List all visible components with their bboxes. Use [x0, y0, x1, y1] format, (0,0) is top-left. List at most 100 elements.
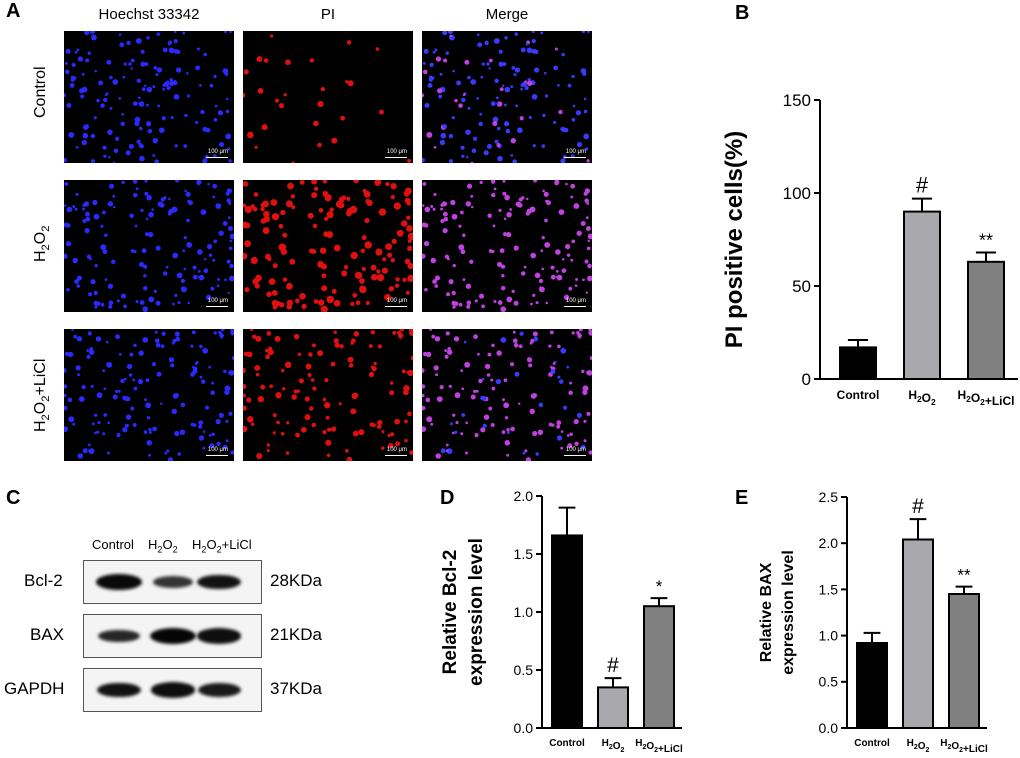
kda-label-gapdh: 37KDa — [270, 679, 322, 698]
y-tick-label: 0.5 — [514, 662, 534, 678]
bar-control — [839, 346, 877, 381]
y-tick-label: 1.5 — [514, 546, 534, 562]
micrograph-hoechst-h2o2-licl: 100 μm — [64, 329, 234, 461]
scale-bar — [564, 157, 586, 158]
scale-bar — [385, 455, 407, 456]
x-tick-label: H2O2+LiCl — [957, 388, 1014, 408]
panel-letter-c: C — [6, 487, 21, 509]
bar-control — [856, 641, 888, 730]
panel-letter-e: E — [735, 487, 749, 509]
y-tick-label: 2.0 — [819, 535, 839, 551]
chart-bax-expression: 0.0 0.5 1.0 1.5 2.0 2.5 Control # H2O2 ** H2O2+LiC… — [758, 489, 988, 755]
y-tick-label: 50 — [792, 277, 811, 296]
blot-band — [196, 628, 242, 644]
kda-label-bcl-2: 28KDa — [270, 571, 322, 590]
y-tick-label: 150 — [783, 91, 811, 110]
scale-bar — [564, 455, 586, 456]
blot-band — [196, 574, 242, 590]
bar-h2o2-licl — [643, 605, 675, 729]
y-tick-label: 1.0 — [819, 628, 839, 644]
x-tick-label: Control — [549, 738, 585, 749]
scale-bar — [206, 157, 228, 158]
scale-bar-label: 100 μm — [386, 149, 407, 155]
column-title-merge: Merge — [485, 6, 529, 23]
bar-h2o2-licl — [948, 593, 980, 729]
x-tick-label: H2O2 — [908, 388, 936, 407]
y-tick-label: 1.0 — [514, 604, 534, 620]
x-tick-label: H2O2 — [602, 738, 625, 754]
blot-band — [98, 629, 140, 643]
row-label-h2o2: H2O2 — [32, 225, 53, 262]
y-tick-label: 0.0 — [514, 720, 534, 736]
lane-label-h2o2: H2O2 — [148, 537, 178, 555]
scale-bar-label: 100 μm — [565, 447, 586, 453]
bar-h2o2-licl — [967, 260, 1005, 381]
y-axis-label: PI positive cells(%) — [721, 131, 748, 348]
blot-band — [96, 574, 142, 590]
significance-marker: * — [656, 577, 663, 596]
kda-label-bax: 21KDa — [270, 625, 322, 644]
chart-bcl2-expression: 0.0 0.5 1.0 1.5 2.0 Control # H2O2 * H2O2+LiCl Rel… — [440, 488, 683, 755]
blot-strip-gapdh — [83, 668, 262, 712]
scale-bar-label: 100 μm — [207, 149, 228, 155]
scale-bar-label: 100 μm — [565, 298, 586, 304]
scale-bar — [385, 306, 407, 307]
y-tick-label: 0 — [802, 370, 811, 389]
micrograph-pi-control: 100 μm — [243, 31, 413, 163]
significance-marker: # — [607, 654, 619, 677]
bar-h2o2 — [902, 538, 934, 730]
scale-bar — [206, 455, 228, 456]
scale-bar-label: 100 μm — [386, 447, 407, 453]
panel-letter-a: A — [6, 0, 21, 22]
micrograph-hoechst-control: 100 μm — [64, 31, 234, 163]
bar-control — [551, 534, 583, 729]
micrograph-hoechst-h2o2: 100 μm — [64, 180, 234, 312]
y-axis-label: Relative BAX — [758, 562, 775, 662]
micrograph-pi-h2o2-licl: 100 μm — [243, 329, 413, 461]
significance-marker: ** — [957, 566, 971, 585]
blot-strip-bcl-2 — [83, 560, 262, 604]
scale-bar — [206, 306, 228, 307]
x-tick-label: Control — [854, 738, 890, 749]
significance-marker: ** — [979, 231, 993, 251]
column-title-pi: PI — [320, 6, 336, 23]
scale-bar-label: 100 μm — [207, 298, 228, 304]
row-label-control: Control — [32, 66, 49, 118]
x-tick-label: H2O2+LiCl — [635, 738, 683, 755]
protein-label-gapdh: GAPDH — [4, 679, 65, 698]
y-tick-label: 2.5 — [819, 489, 839, 505]
bar-h2o2 — [597, 686, 629, 729]
scale-bar-label: 100 μm — [207, 447, 228, 453]
significance-marker: # — [916, 173, 929, 198]
y-tick-label: 100 — [783, 184, 811, 203]
micrograph-merge-h2o2: 100 μm — [422, 180, 592, 312]
blot-strip-bax — [83, 614, 262, 658]
significance-marker: # — [912, 495, 924, 518]
row-label-h2o2-licl: H2O2+LiCl — [32, 358, 53, 432]
x-tick-label: H2O2+LiCl — [940, 738, 988, 755]
y-axis-label: expression level — [466, 538, 487, 686]
y-axis-label: Relative Bcl-2 — [440, 550, 461, 675]
blot-band — [150, 628, 196, 644]
scale-bar — [385, 157, 407, 158]
lane-label-control: Control — [92, 537, 134, 552]
scale-bar-label: 100 μm — [386, 298, 407, 304]
column-title-hoechst: Hoechst 33342 — [98, 6, 200, 23]
scale-bar — [564, 306, 586, 307]
y-tick-label: 0.5 — [819, 674, 839, 690]
y-tick-label: 1.5 — [819, 581, 839, 597]
panel-letter-b: B — [735, 2, 750, 24]
blot-band — [96, 682, 142, 698]
blot-band — [150, 682, 196, 698]
x-tick-label: H2O2 — [907, 738, 930, 754]
blot-band — [153, 576, 193, 588]
scale-bar-label: 100 μm — [565, 149, 586, 155]
y-tick-label: 2.0 — [514, 488, 534, 504]
y-axis-label: expression level — [780, 550, 797, 675]
panel-letter-d: D — [440, 487, 455, 509]
protein-label-bcl-2: Bcl-2 — [24, 571, 63, 590]
lane-label-h2o2-licl: H2O2+LiCl — [192, 537, 252, 555]
bar-h2o2 — [903, 210, 941, 380]
micrograph-merge-control: 100 μm — [422, 31, 592, 163]
y-tick-label: 0.0 — [819, 720, 839, 736]
